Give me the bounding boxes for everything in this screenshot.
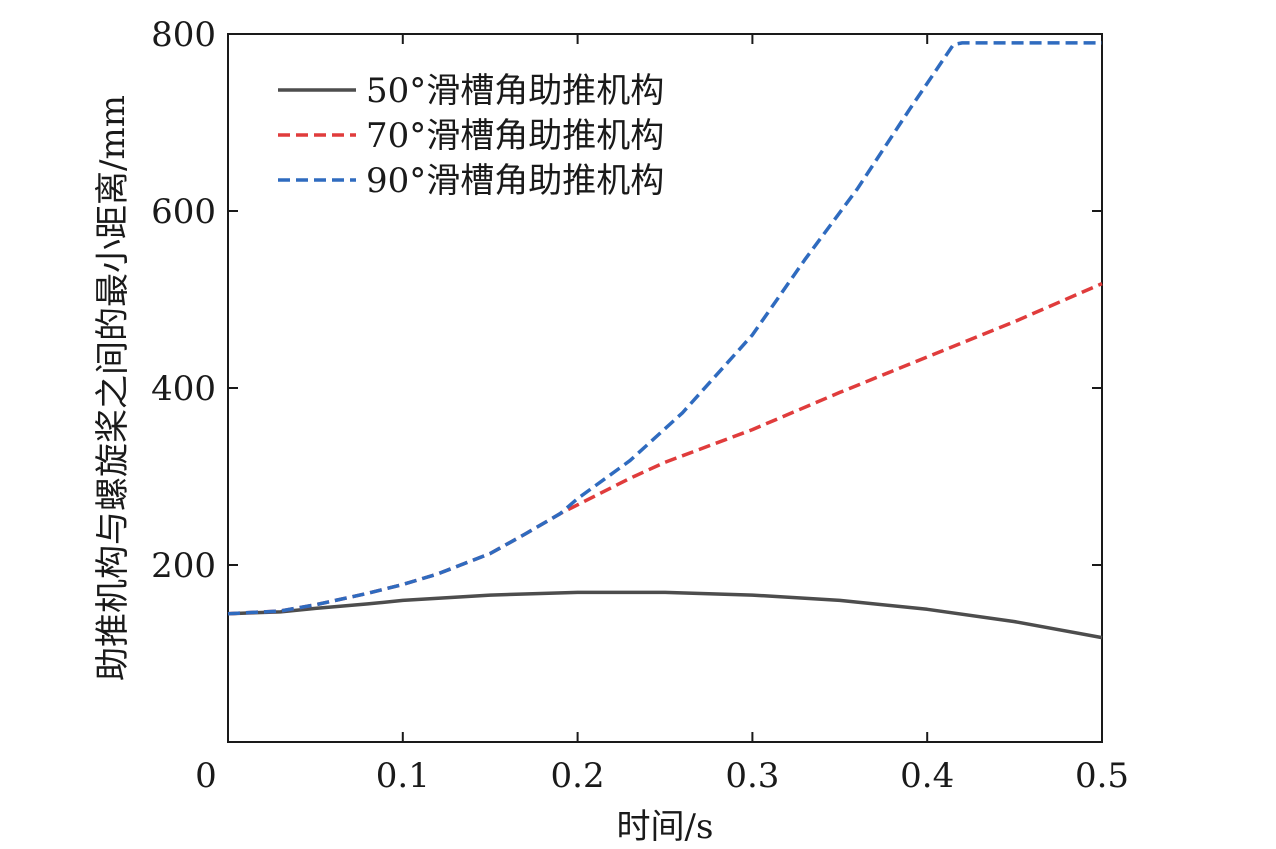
y-axis-title: 助推机构与螺旋桨之间的最小距离/mm (93, 95, 133, 681)
y-tick-label: 400 (151, 369, 216, 409)
y-tick-label: 200 (151, 546, 216, 586)
plot-area-frame (227, 33, 1103, 743)
axis-ticks (228, 34, 1102, 742)
x-tick-label: 0 (195, 756, 217, 796)
legend-label-2: 70°滑槽角助推机构 (366, 116, 664, 156)
series-line-3 (227, 41, 1102, 616)
x-tick-label: 0.1 (376, 756, 430, 796)
x-tick-label: 0.5 (1075, 756, 1129, 796)
series-line-2 (227, 281, 1103, 616)
x-tick-label: 0.2 (551, 756, 605, 796)
x-tick-labels: 0 0.1 0.2 0.3 0.4 0.5 (195, 756, 1129, 796)
legend: 50°滑槽角助推机构 70°滑槽角助推机构 90°滑槽角助推机构 (278, 71, 664, 201)
series-lines (227, 41, 1103, 640)
x-axis-title: 时间/s (617, 807, 714, 847)
x-tick-label: 0.4 (900, 756, 954, 796)
series-line-1 (227, 590, 1103, 640)
legend-label-1: 50°滑槽角助推机构 (366, 71, 664, 111)
y-tick-label: 600 (151, 192, 216, 232)
legend-label-3: 90°滑槽角助推机构 (366, 161, 664, 201)
y-tick-labels: 200 400 600 800 (151, 15, 216, 586)
x-tick-label: 0.3 (725, 756, 779, 796)
y-tick-label: 800 (151, 15, 216, 55)
